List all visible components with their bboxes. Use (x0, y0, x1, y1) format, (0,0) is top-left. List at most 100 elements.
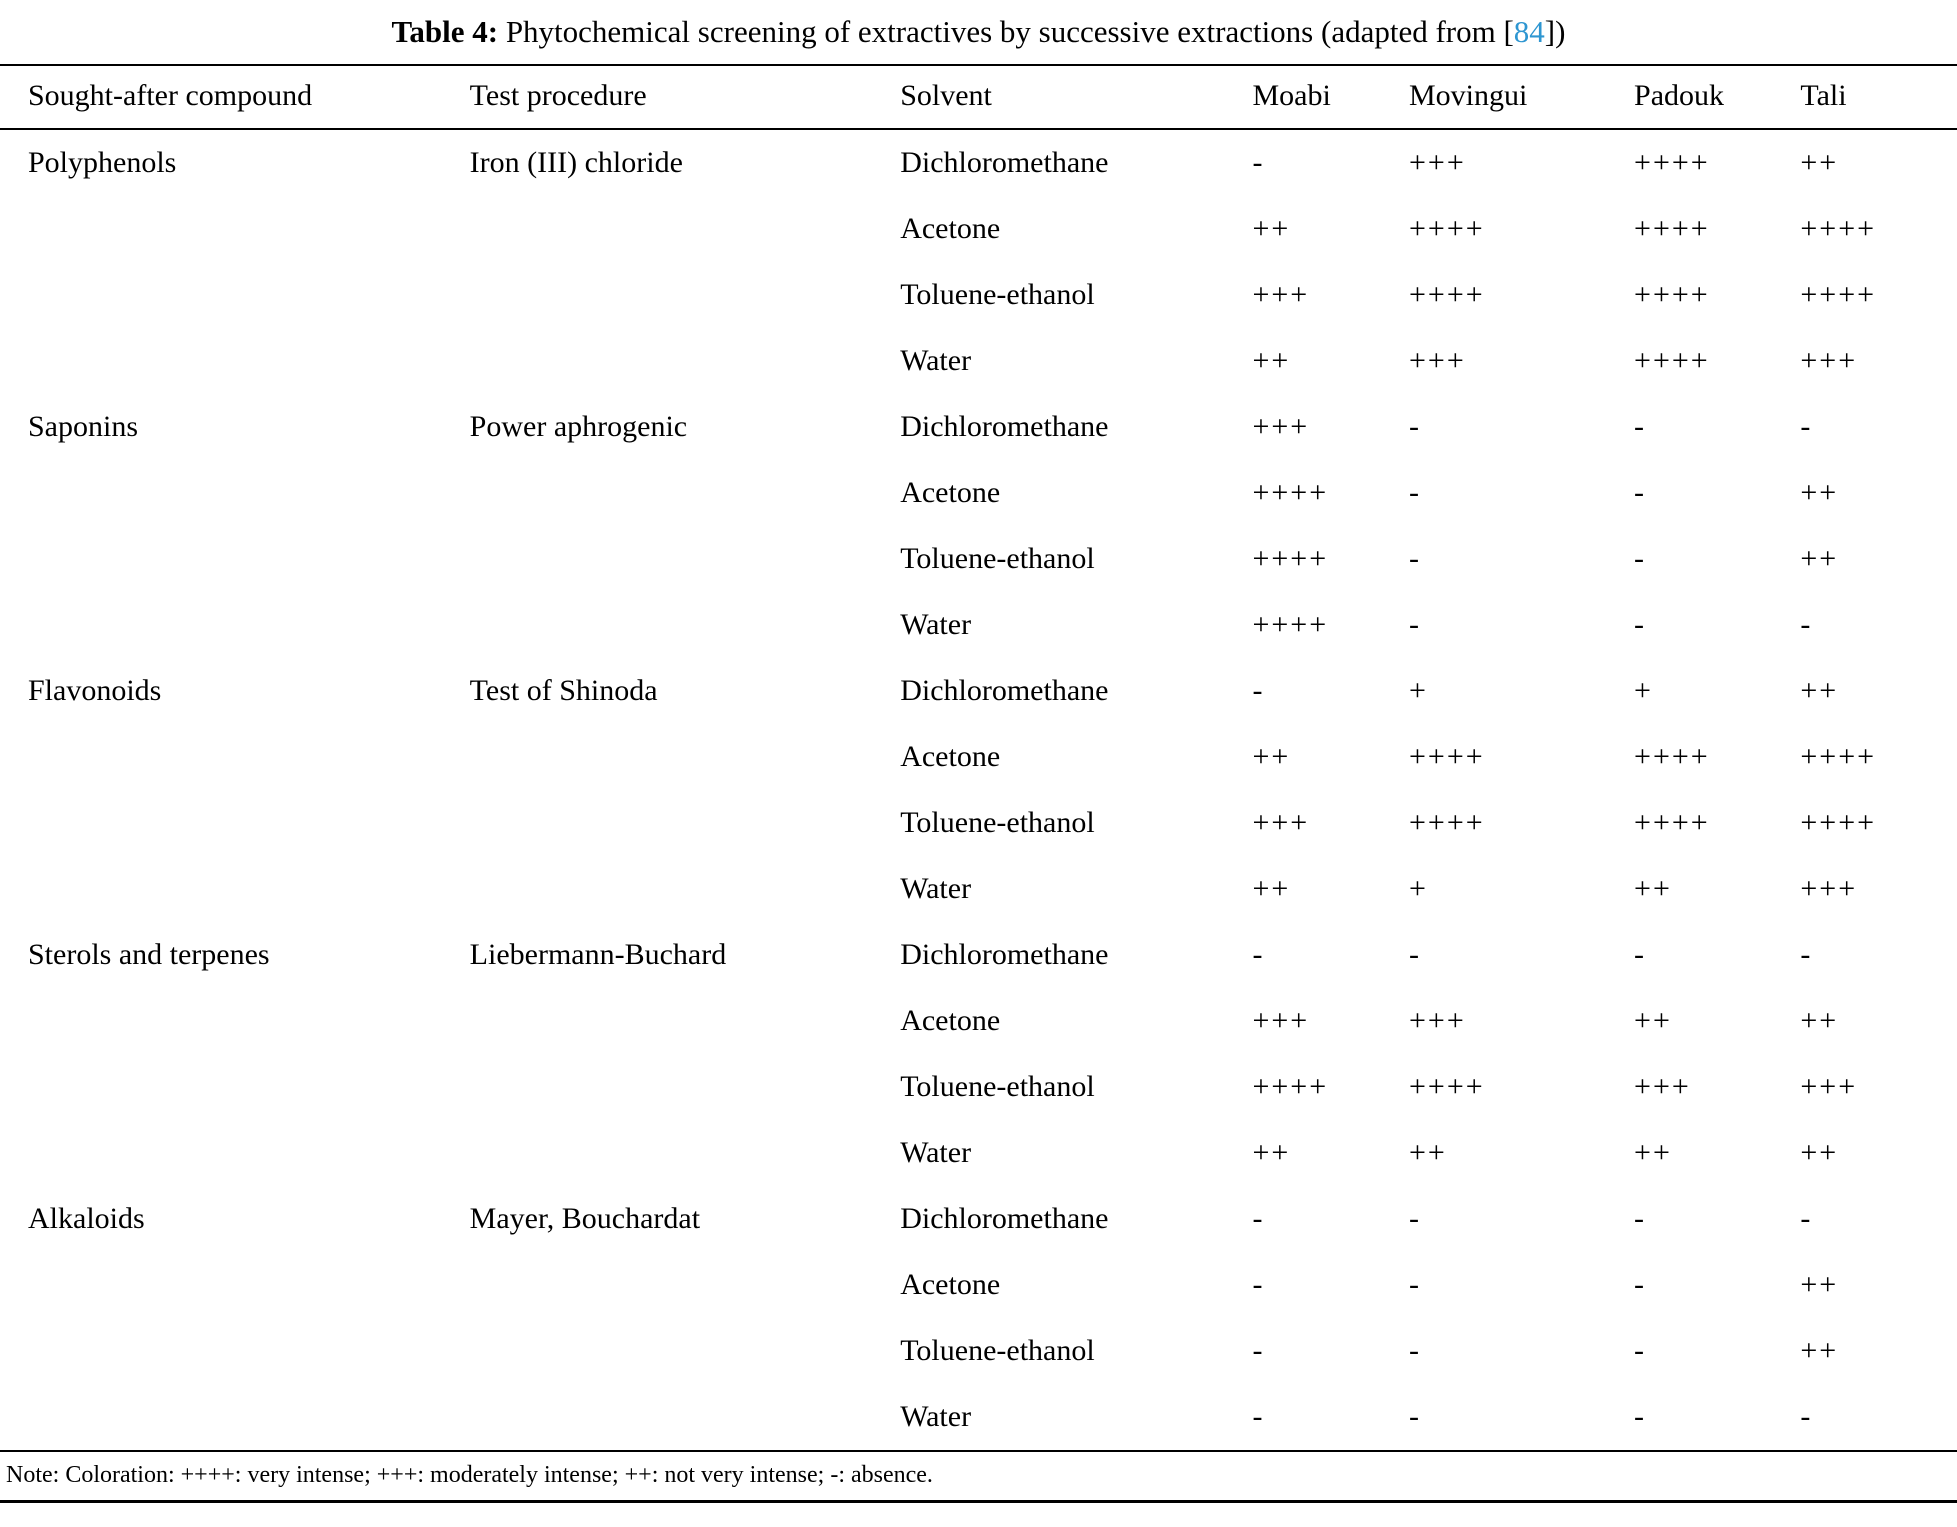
cell-compound (0, 988, 470, 1054)
cell-solvent: Dichloromethane (900, 146, 1109, 179)
cell-solvent: Dichloromethane (900, 674, 1109, 707)
cell-result-movingui: +++ (1409, 1004, 1466, 1037)
cell-result-padouk: ++ (1634, 872, 1672, 905)
cell-compound (0, 526, 470, 592)
cell-result-movingui: - (1409, 1268, 1421, 1301)
cell-result-tali: +++ (1800, 872, 1858, 905)
cell-procedure (470, 1120, 901, 1186)
cell-solvent: Acetone (900, 740, 1001, 773)
cell-result-padouk: +++ (1634, 1070, 1691, 1103)
cell-result-moabi: ++++ (1252, 542, 1329, 575)
cell-solvent: Toluene-ethanol (900, 1334, 1095, 1367)
table-row: Polyphenols Iron (III) chloride Dichlorome… (0, 129, 1957, 196)
cell-result-moabi: +++ (1252, 410, 1310, 443)
cell-result-padouk: - (1634, 1202, 1647, 1235)
cell-solvent: Acetone (900, 212, 1001, 245)
cell-result-tali: ++ (1800, 1268, 1839, 1301)
cell-compound (0, 1252, 470, 1318)
table-row: Acetone ++ ++++ ++++ ++++ (0, 196, 1957, 262)
cell-result-movingui: - (1409, 476, 1421, 509)
cell-result-tali: ++ (1800, 542, 1839, 575)
cell-result-padouk: ++++ (1634, 212, 1710, 245)
cell-solvent: Water (900, 344, 972, 377)
table-row: Flavonoids Test of Shinoda Dichloromethane… (0, 658, 1957, 724)
cell-result-moabi: +++ (1252, 1004, 1310, 1037)
col-header-tali: Tali (1800, 79, 1847, 112)
cell-result-moabi: - (1252, 1268, 1265, 1301)
cell-solvent: Acetone (900, 476, 1001, 509)
col-header-solvent: Solvent (900, 79, 992, 112)
cell-result-movingui: - (1409, 1202, 1421, 1235)
cell-result-tali: ++++ (1800, 278, 1877, 311)
cell-procedure (470, 328, 901, 394)
cell-result-padouk: ++++ (1634, 146, 1710, 179)
cell-result-tali: - (1800, 410, 1813, 443)
cell-result-moabi: - (1252, 146, 1265, 179)
cell-result-padouk: ++++ (1634, 806, 1710, 839)
cell-result-moabi: - (1252, 938, 1265, 971)
cell-solvent: Water (900, 1136, 972, 1169)
table-row: Sterols and terpenes Liebermann-Buchard Di… (0, 922, 1957, 988)
cell-procedure (470, 1318, 901, 1384)
cell-procedure: Power aphrogenic (469, 410, 688, 443)
table-caption-suffix: ]) (1544, 14, 1566, 49)
cell-result-movingui: + (1409, 872, 1428, 905)
cell-result-tali: - (1800, 1400, 1813, 1433)
cell-compound: Flavonoids (28, 674, 162, 707)
table-row: Water ++++ - - - (0, 592, 1957, 658)
cell-result-movingui: ++++ (1409, 212, 1485, 245)
cell-compound: Sterols and terpenes (28, 938, 270, 971)
table-row: Acetone - - - ++ (0, 1252, 1957, 1318)
cell-result-movingui: - (1409, 542, 1421, 575)
cell-result-tali: ++ (1800, 1004, 1839, 1037)
cell-result-padouk: ++++ (1634, 344, 1710, 377)
cell-result-padouk: - (1634, 608, 1647, 641)
table-row: Toluene-ethanol ++++ - - ++ (0, 526, 1957, 592)
cell-compound (0, 1384, 470, 1451)
cell-result-moabi: - (1252, 1400, 1265, 1433)
cell-result-movingui: +++ (1409, 146, 1466, 179)
col-header-movingui: Movingui (1409, 79, 1528, 112)
cell-solvent: Dichloromethane (900, 1202, 1109, 1235)
cell-solvent: Dichloromethane (900, 938, 1109, 971)
col-header-procedure: Test procedure (469, 79, 647, 112)
cell-solvent: Water (900, 1400, 972, 1433)
citation-link[interactable]: 84 (1513, 14, 1545, 49)
cell-procedure (470, 1054, 901, 1120)
cell-result-movingui: - (1409, 938, 1421, 971)
cell-result-padouk: ++++ (1634, 278, 1710, 311)
cell-compound (0, 592, 470, 658)
col-header-padouk: Padouk (1634, 79, 1725, 112)
cell-result-padouk: - (1634, 410, 1647, 443)
table-row: Water++++++++ (0, 856, 1957, 922)
cell-procedure (470, 1252, 901, 1318)
cell-result-moabi: ++ (1252, 344, 1291, 377)
cell-compound: Polyphenols (28, 146, 177, 179)
cell-result-tali: ++++ (1800, 212, 1877, 245)
table-row: Saponins Power aphrogenic Dichloromethane +… (0, 394, 1957, 460)
cell-procedure: Mayer, Bouchardat (469, 1202, 701, 1235)
cell-result-padouk: + (1634, 674, 1653, 707)
cell-result-tali: ++ (1800, 476, 1839, 509)
cell-compound (0, 262, 470, 328)
cell-solvent: Toluene-ethanol (900, 1070, 1095, 1103)
cell-compound (0, 1318, 470, 1384)
cell-result-tali: - (1800, 938, 1813, 971)
cell-result-padouk: ++ (1634, 1136, 1672, 1169)
table-row: Toluene-ethanol +++ ++++ ++++ ++++ (0, 790, 1957, 856)
cell-result-tali: ++++ (1800, 806, 1877, 839)
table-header-row: Sought-after compound Test procedure Sol… (0, 65, 1957, 129)
cell-solvent: Acetone (900, 1004, 1001, 1037)
table-row: Water - - - - (0, 1384, 1957, 1451)
table-note: Note: Coloration: ++++: very intense; ++… (0, 1452, 1957, 1503)
col-header-compound: Sought-after compound (28, 79, 313, 112)
table-row: Acetone ++ ++++ ++++ ++++ (0, 724, 1957, 790)
cell-result-moabi: ++++ (1252, 1070, 1329, 1103)
table-caption-text: Phytochemical screening of extractives b… (498, 14, 1514, 49)
cell-result-moabi: ++ (1252, 872, 1291, 905)
cell-solvent: Water (900, 872, 972, 905)
cell-procedure: Liebermann-Buchard (469, 938, 727, 971)
cell-result-padouk: - (1634, 476, 1647, 509)
cell-result-tali: ++ (1800, 146, 1839, 179)
